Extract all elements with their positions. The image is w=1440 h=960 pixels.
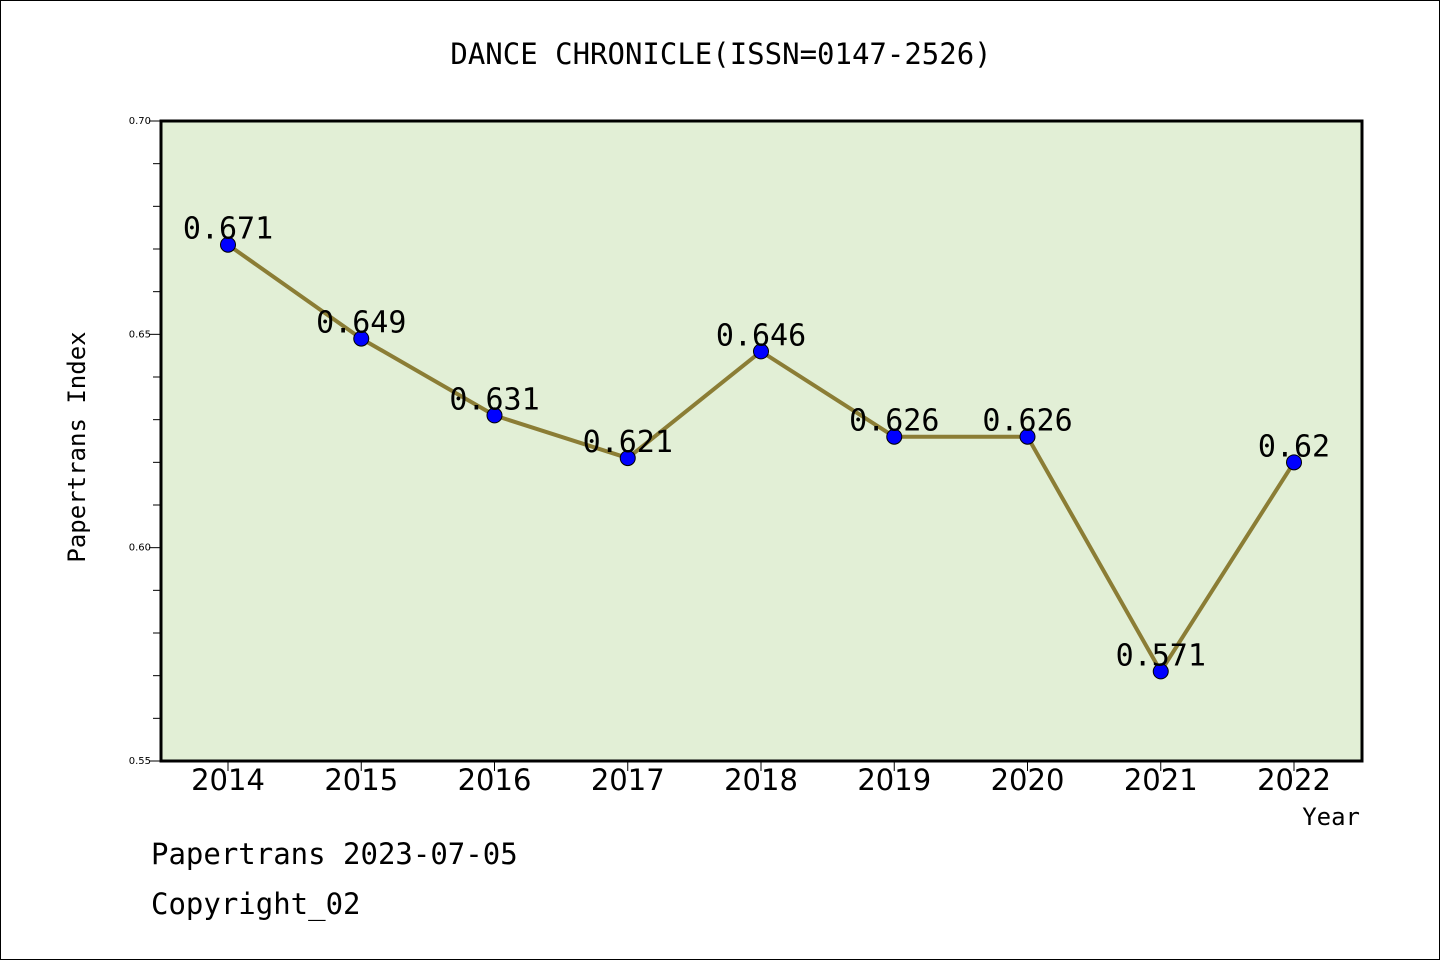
x-tick-label: 2021 (1124, 763, 1198, 797)
data-label: 0.62 (1258, 429, 1330, 464)
data-label: 0.631 (449, 382, 539, 417)
data-label: 0.626 (849, 404, 939, 439)
x-tick-label: 2017 (591, 763, 665, 797)
data-point (619, 450, 636, 467)
data-point (886, 428, 903, 445)
data-point (1152, 663, 1169, 680)
data-point (486, 407, 503, 424)
x-tick-label: 2014 (191, 763, 265, 797)
data-point (1019, 428, 1036, 445)
y-tick-label: 0.70 (129, 116, 151, 127)
y-tick-label: 0.60 (129, 543, 151, 554)
x-tick-label: 2022 (1257, 763, 1331, 797)
data-label: 0.626 (982, 404, 1072, 439)
data-label: 0.621 (583, 425, 673, 460)
x-tick-label: 2019 (857, 763, 931, 797)
plot-area (161, 121, 1362, 761)
x-tick-label: 2016 (458, 763, 532, 797)
data-point (353, 330, 370, 347)
footer-date: Papertrans 2023-07-05 (151, 837, 518, 871)
data-point (220, 236, 236, 253)
y-tick-label: 0.65 (129, 329, 151, 340)
footer-copyright: Copyright_02 (151, 887, 361, 921)
y-tick-label: 0.55 (129, 756, 151, 767)
x-tick-label: 2015 (324, 763, 398, 797)
x-tick-label: 2020 (991, 763, 1065, 797)
chart-title: DANCE CHRONICLE(ISSN=0147-2526) (450, 37, 992, 71)
data-label: 0.649 (316, 306, 406, 341)
x-axis-title: Year (1302, 803, 1360, 831)
data-point (1286, 454, 1302, 471)
data-label: 0.671 (183, 212, 273, 247)
data-label: 0.571 (1116, 638, 1206, 673)
data-point (753, 343, 769, 360)
y-axis-title: Papertrans Index (63, 331, 91, 562)
data-label: 0.646 (716, 318, 806, 353)
x-tick-label: 2018 (724, 763, 798, 797)
